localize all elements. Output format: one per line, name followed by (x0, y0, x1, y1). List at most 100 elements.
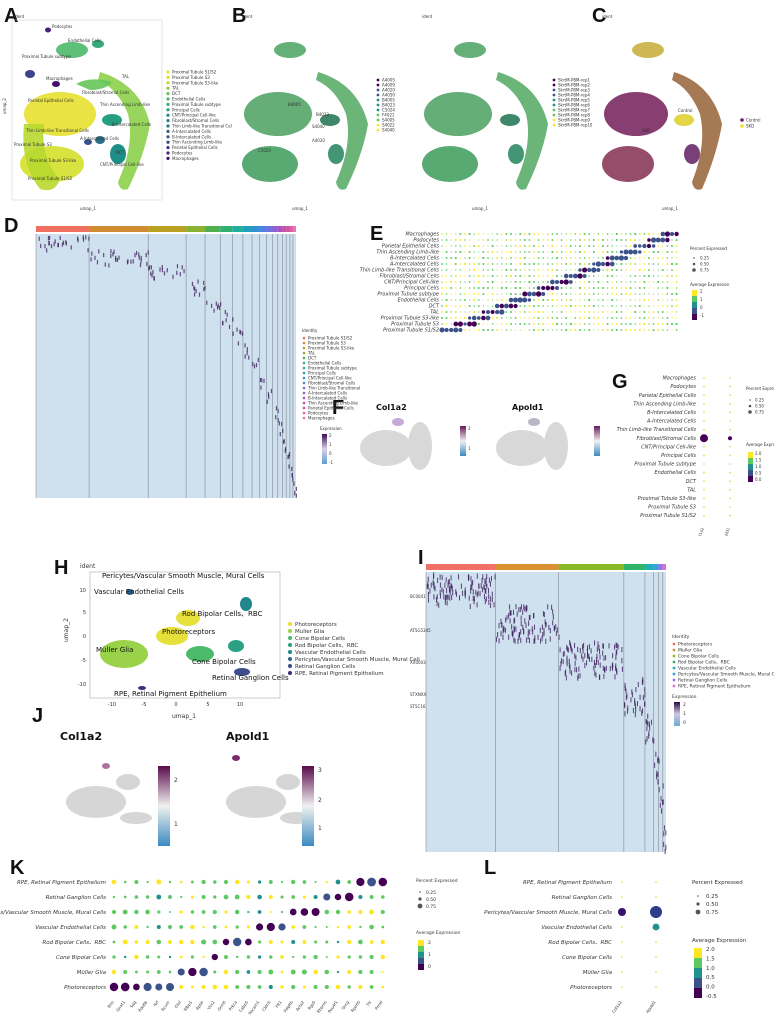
dotplot-dot (202, 925, 205, 929)
kidney-legend-b: A4005A4009A4020A4050B4005B4023C5024F4021… (376, 78, 395, 133)
dotplot-dot (616, 317, 618, 319)
legend-swatch (166, 119, 170, 123)
dotplot-dot (168, 940, 172, 944)
dotplot-dot (302, 895, 306, 899)
dotplot-dot (492, 257, 494, 259)
dotplot-dot (547, 329, 549, 331)
heatmap-cell (540, 638, 542, 644)
x-tick: 0 (174, 702, 177, 708)
dotplot-dot (662, 293, 664, 295)
dotplot-dot (450, 233, 452, 235)
dotplot-dot (496, 245, 498, 247)
identity-bar (148, 226, 187, 232)
dotplot-dot (211, 953, 218, 961)
dotplot-dot (257, 910, 262, 914)
legend-entry: SkrtM-P8M-rep10 (558, 123, 592, 128)
dotplot-dot (491, 269, 494, 271)
dotplot-dot (291, 925, 296, 929)
dotplot-dot (729, 420, 731, 422)
legend-swatch (166, 108, 170, 112)
dotplot-dot (501, 269, 503, 271)
dotplot-dot (662, 287, 664, 289)
dotplot-dot (450, 293, 452, 295)
dotplot-dot (703, 489, 705, 491)
dotplot-dot (450, 286, 453, 290)
colorbar-tick: 2 (683, 702, 686, 708)
dotplot-dot (605, 261, 610, 267)
dotplot-dot (652, 311, 655, 313)
heatmap-cell (520, 637, 522, 643)
heatmap-cell (436, 600, 438, 607)
colorbar-segment (748, 452, 753, 458)
dotplot-col-label: Vsx2 (206, 999, 216, 1010)
dotplot-dot (505, 293, 507, 295)
dotplot-dot (325, 880, 328, 884)
dotplot-dot (496, 323, 498, 325)
dotplot-dot (639, 299, 641, 301)
dotplot-dot (547, 293, 549, 295)
heatmap-cell (555, 624, 557, 630)
dotplot-dot (579, 299, 581, 301)
dotplot-dot (597, 299, 600, 301)
heatmap-cell (637, 681, 639, 688)
heatmap-cell (523, 604, 525, 610)
dotplot-dot (334, 893, 342, 901)
colorbar-tick: 2 (329, 433, 332, 438)
heatmap-cell (70, 245, 72, 250)
heatmap-cell (570, 642, 572, 648)
heatmap-cell (138, 252, 140, 257)
x-axis-label: umap_1 (472, 206, 488, 211)
dotplot-dot (111, 969, 117, 975)
dotplot-dot (606, 317, 609, 319)
dotplot-dot (565, 293, 568, 295)
heatmap-cell (449, 595, 451, 601)
dotplot-dot (647, 274, 651, 278)
cluster-blob (84, 139, 92, 145)
heatmap-cell (648, 733, 650, 739)
dotplot-dot (300, 908, 309, 916)
dotplot-dot (514, 292, 517, 296)
dotplot-dot (574, 293, 577, 295)
heatmap-cell (488, 593, 490, 599)
dotplot-dot (347, 955, 351, 959)
heatmap-cell (287, 455, 289, 460)
dotplot-dot (568, 273, 573, 279)
dotplot-dot (729, 480, 731, 482)
dotplot-dot (454, 251, 457, 253)
legend-size-dot (697, 895, 699, 897)
heatmap-cell (54, 239, 56, 244)
heatmap-cell (586, 660, 588, 666)
heatmap-cell (528, 637, 530, 644)
feature-umap (360, 418, 432, 470)
heatmap-cell (581, 653, 583, 659)
dotplot-dot (592, 311, 595, 313)
dotplot-dot (266, 922, 275, 932)
umap-label: B4005 (288, 102, 301, 107)
heatmap-cell (491, 596, 493, 603)
heatmap-cell (486, 573, 488, 580)
heatmap-cell (438, 602, 440, 608)
dotplot-dot (618, 908, 626, 916)
dotplot-dot (643, 257, 645, 259)
dotplot-dot (638, 257, 641, 259)
dotplot-dot (569, 287, 572, 289)
heatmap-cell (484, 578, 486, 584)
heatmap-cell (244, 354, 246, 359)
dotplot-dot (671, 299, 673, 301)
heatmap-cell (516, 611, 518, 617)
dotplot-dot (450, 257, 453, 259)
dotplot-dot (302, 955, 307, 959)
dotplot-dot (569, 251, 572, 253)
dotplot-dot (471, 321, 477, 327)
heatmap-d-cells (35, 234, 297, 498)
heatmap-cell (657, 779, 659, 785)
legend-entry: 0.50 (700, 262, 709, 267)
dotplot-dot (629, 292, 632, 296)
dotplot-row-label: Macrophages (662, 376, 696, 382)
dotplot-dot (620, 245, 622, 247)
legend-entry: A4009 (382, 83, 395, 88)
dotplot-dot (555, 322, 559, 326)
heatmap-cell (436, 594, 438, 600)
legend-entry: A4020 (382, 88, 395, 93)
